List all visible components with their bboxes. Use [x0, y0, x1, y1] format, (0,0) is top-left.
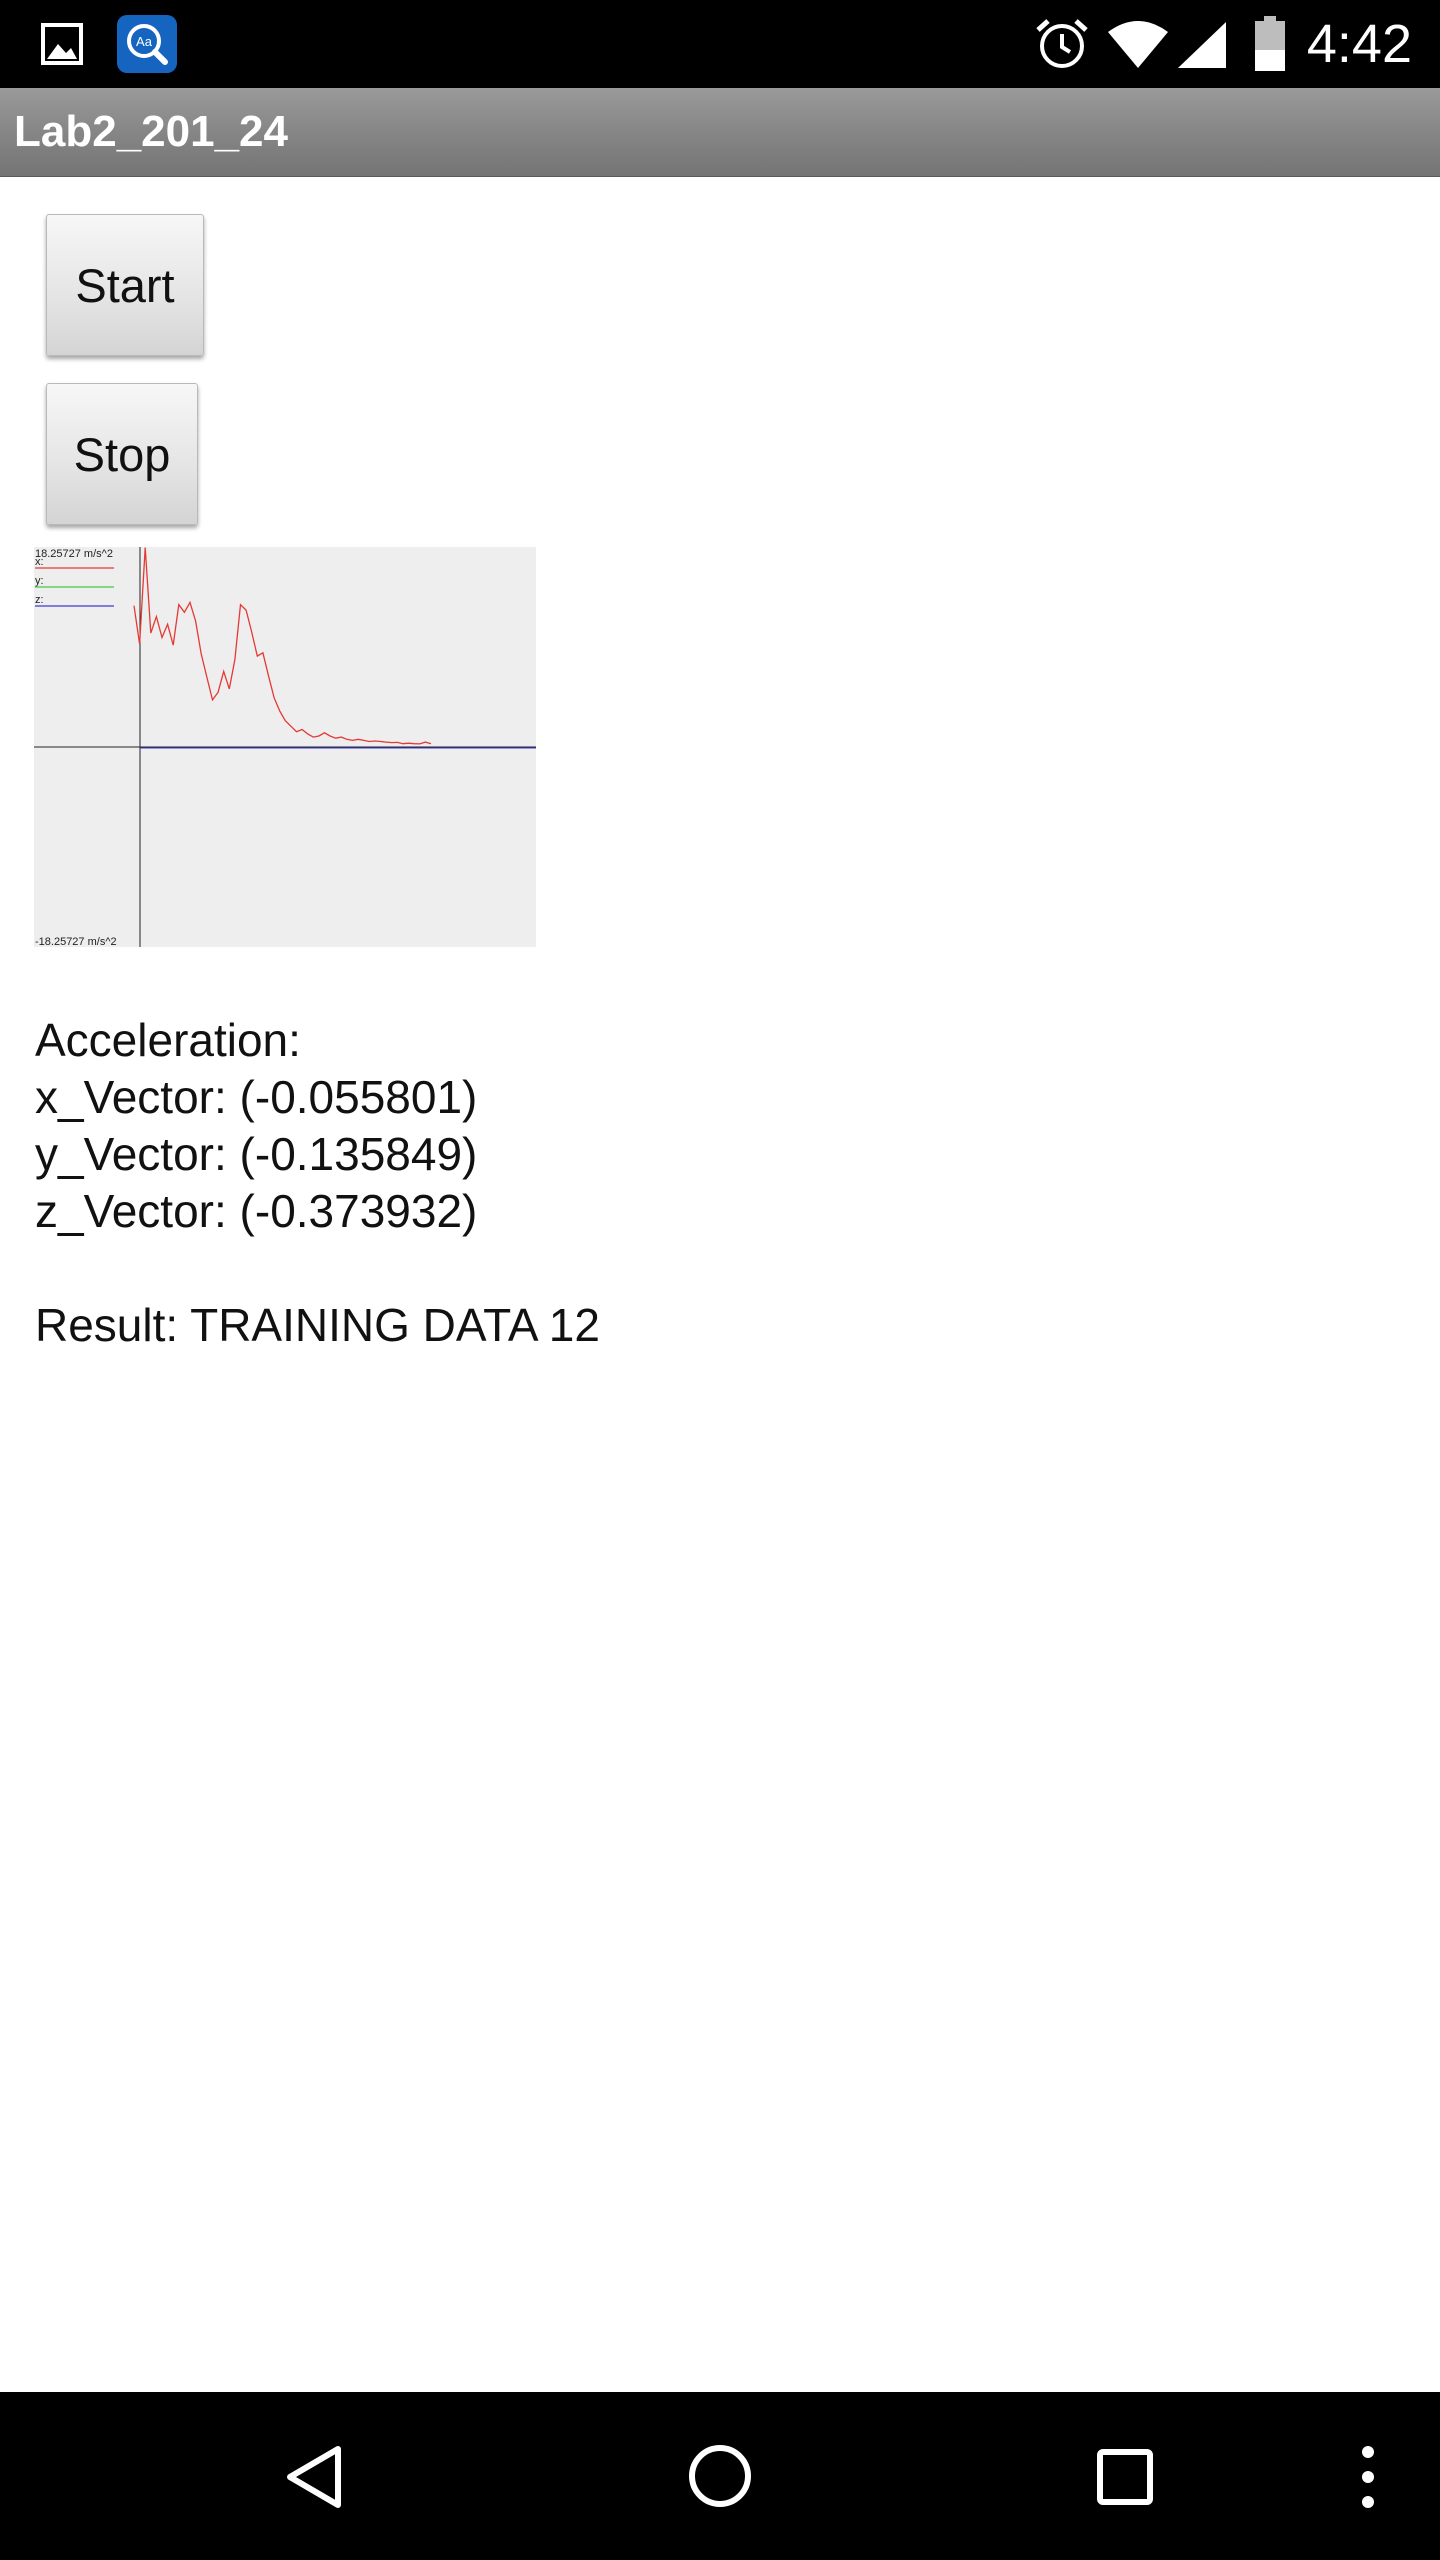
wifi-icon — [1108, 21, 1168, 68]
image-icon — [41, 23, 83, 65]
cell-signal-icon — [1178, 22, 1226, 68]
acceleration-heading: Acceleration: — [35, 1014, 301, 1066]
battery-icon — [1255, 16, 1285, 71]
svg-text:Aa: Aa — [136, 34, 153, 49]
graph-max-label: 18.25727 m/s^2 — [35, 548, 113, 560]
status-bar: Aa 4:42 — [0, 0, 1440, 88]
y-vector-value: y_Vector: (-0.135849) — [35, 1128, 478, 1180]
recents-icon[interactable] — [1096, 2448, 1154, 2506]
stop-button[interactable]: Stop — [46, 383, 198, 525]
legend-label-0: x: — [35, 556, 44, 568]
app-bar: Lab2_201_24 — [0, 88, 1440, 177]
acceleration-graph: 18.25727 m/s^2 -18.25727 m/s^2 x: y: z: — [34, 547, 536, 947]
alarm-icon — [1036, 19, 1088, 68]
graph-series — [133, 547, 432, 745]
result-text: Result: TRAINING DATA 12 — [35, 1299, 600, 1351]
back-icon[interactable] — [284, 2444, 344, 2510]
graph-canvas: 18.25727 m/s^2 -18.25727 m/s^2 x: y: z: — [34, 547, 536, 947]
home-icon[interactable] — [688, 2444, 752, 2508]
z-vector-value: z_Vector: (-0.373932) — [35, 1185, 478, 1237]
start-button[interactable]: Start — [46, 214, 204, 356]
legend-label-2: z: — [35, 594, 44, 606]
x-vector-value: x_Vector: (-0.055801) — [35, 1071, 478, 1123]
clock-time: 4:42 — [1306, 14, 1412, 74]
overflow-menu-icon[interactable] — [1360, 2444, 1376, 2510]
dictionary-app-icon: Aa — [117, 15, 177, 73]
graph-legend: x: y: z: — [35, 556, 114, 607]
x-series-line — [133, 547, 432, 745]
app-title: Lab2_201_24 — [14, 107, 288, 156]
navigation-bar — [0, 2392, 1440, 2560]
legend-label-1: y: — [35, 575, 44, 587]
graph-min-label: -18.25727 m/s^2 — [35, 936, 117, 947]
